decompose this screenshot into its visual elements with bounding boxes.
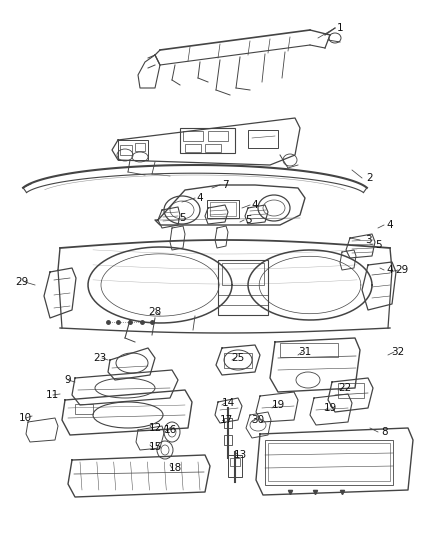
Text: 32: 32 [392,347,405,357]
Text: 3: 3 [365,235,371,245]
Text: 25: 25 [231,353,245,363]
Text: 29: 29 [396,265,409,275]
Bar [230,458,240,466]
Bar [205,144,221,152]
Text: 4: 4 [252,200,258,210]
Text: 18: 18 [168,463,182,473]
Text: 7: 7 [222,180,228,190]
Text: 5: 5 [374,240,381,250]
Bar [180,128,235,153]
Text: 5: 5 [245,215,251,225]
Bar [135,143,145,151]
Bar [218,260,268,315]
Bar [207,200,239,218]
Bar [185,144,201,152]
Bar [265,440,393,485]
Text: 19: 19 [272,400,285,410]
Text: 30: 30 [251,415,265,425]
Bar [75,404,93,414]
Text: 12: 12 [148,423,162,433]
Bar [210,202,236,216]
Bar [118,140,148,160]
Bar [248,130,278,148]
Text: 10: 10 [18,413,32,423]
Bar [222,263,264,285]
Text: 28: 28 [148,307,162,317]
Bar [208,131,228,141]
Bar [228,455,242,477]
Text: 22: 22 [339,383,352,393]
Bar [120,145,132,155]
Text: 17: 17 [219,415,233,425]
Bar [338,383,364,398]
Text: 31: 31 [298,347,311,357]
Bar [224,435,232,445]
Text: 9: 9 [65,375,71,385]
Text: 4: 4 [197,193,203,203]
Text: 8: 8 [381,427,389,437]
Text: 15: 15 [148,442,162,452]
Bar [224,353,252,368]
Text: 14: 14 [221,398,235,408]
Text: 16: 16 [163,425,177,435]
Bar [280,343,338,357]
Text: 19: 19 [323,403,337,413]
Text: 2: 2 [367,173,373,183]
Text: 5: 5 [180,213,186,223]
Bar [183,131,203,141]
Text: 29: 29 [15,277,28,287]
Text: 23: 23 [93,353,106,363]
Bar [268,443,390,481]
Text: 4: 4 [387,265,393,275]
Text: 13: 13 [233,450,247,460]
Text: 4: 4 [387,220,393,230]
Text: 1: 1 [337,23,343,33]
Text: 11: 11 [46,390,59,400]
Bar [224,418,232,428]
